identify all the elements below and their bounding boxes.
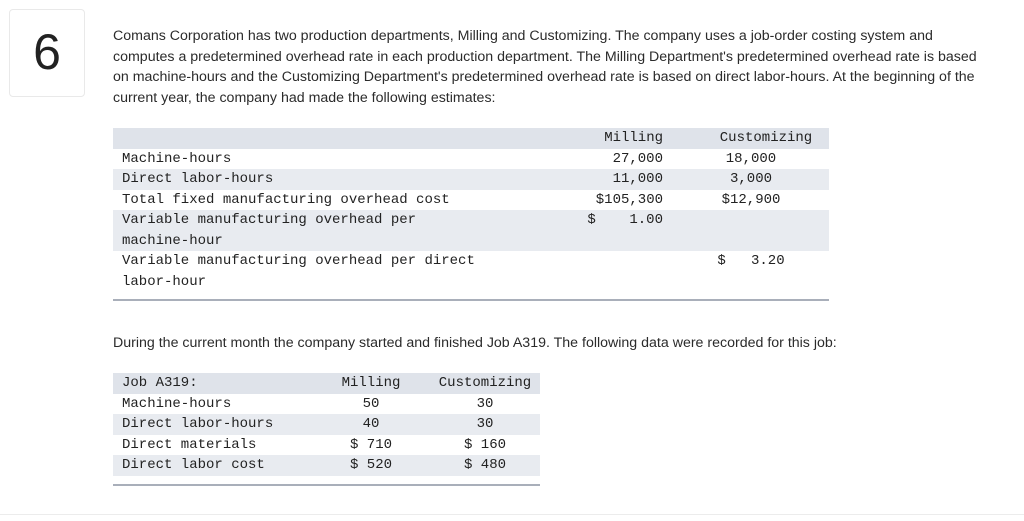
table-row: Variable manufacturing overhead per $ 1.… xyxy=(113,210,829,231)
milling-value: $105,300 xyxy=(595,191,663,208)
estimates-table-header: Milling Customizing xyxy=(113,128,829,149)
problem-intro-text: Comans Corporation has two production de… xyxy=(113,28,977,106)
header-job: Job A319: xyxy=(122,375,198,391)
customizing-value: 3,000 xyxy=(729,171,772,187)
table-row: Direct labor-hours 40 30 xyxy=(113,414,540,435)
row-label: Machine-hours xyxy=(122,395,232,412)
table-row-continued: labor-hour xyxy=(113,272,829,293)
estimates-table: Milling Customizing Machine-hours 27,000… xyxy=(113,128,829,292)
job-table: Job A319: Milling Customizing Machine-ho… xyxy=(113,373,540,476)
header-customizing: Customizing xyxy=(719,130,813,146)
table-bottom-rule xyxy=(113,299,829,301)
table-row: Machine-hours 27,000 18,000 xyxy=(113,149,829,170)
milling-value: 11,000 xyxy=(612,171,663,187)
row-label: Direct materials xyxy=(122,436,257,453)
table-row: Direct labor cost $ 520 $ 480 xyxy=(113,455,540,476)
table-row: Total fixed manufacturing overhead cost … xyxy=(113,190,829,211)
row-label: Direct labor cost xyxy=(122,457,265,473)
customizing-value: 30 xyxy=(476,395,494,412)
row-label: Direct labor-hours xyxy=(122,416,274,432)
row-label: labor-hour xyxy=(122,273,207,290)
page-divider xyxy=(0,514,1024,515)
customizing-value: $12,900 xyxy=(721,191,781,208)
header-customizing: Customizing xyxy=(438,375,532,391)
customizing-value: $ 3.20 xyxy=(717,253,785,269)
table-row: Direct materials $ 710 $ 160 xyxy=(113,435,540,456)
table-row: Direct labor-hours 11,000 3,000 xyxy=(113,169,829,190)
job-table-header: Job A319: Milling Customizing xyxy=(113,373,540,394)
job-intro-text: During the current month the company sta… xyxy=(113,335,837,351)
milling-value: 50 xyxy=(362,395,380,412)
table-bottom-rule xyxy=(113,484,540,486)
customizing-value: 30 xyxy=(476,416,494,432)
row-label: machine-hour xyxy=(122,232,223,249)
row-label: Direct labor-hours xyxy=(122,171,274,187)
row-label: Total fixed manufacturing overhead cost xyxy=(122,191,450,208)
milling-value: 40 xyxy=(362,416,380,432)
customizing-value: 18,000 xyxy=(725,150,777,167)
customizing-value: $ 480 xyxy=(463,457,506,473)
milling-value: 27,000 xyxy=(612,150,663,167)
row-label: Variable manufacturing overhead per xyxy=(122,212,417,228)
header-milling: Milling xyxy=(341,375,401,391)
table-row: Variable manufacturing overhead per dire… xyxy=(113,251,829,272)
milling-value: $ 710 xyxy=(349,436,392,453)
header-milling: Milling xyxy=(604,130,663,146)
milling-value: $ 1.00 xyxy=(587,212,663,228)
question-number: 6 xyxy=(33,24,61,80)
row-label: Machine-hours xyxy=(122,150,232,167)
milling-value: $ 520 xyxy=(349,457,392,473)
table-row: Machine-hours 50 30 xyxy=(113,394,540,415)
row-label: Variable manufacturing overhead per dire… xyxy=(122,253,475,269)
question-number-box: 6 xyxy=(9,9,85,97)
table-row-continued: machine-hour xyxy=(113,230,829,251)
customizing-value: $ 160 xyxy=(463,436,506,453)
